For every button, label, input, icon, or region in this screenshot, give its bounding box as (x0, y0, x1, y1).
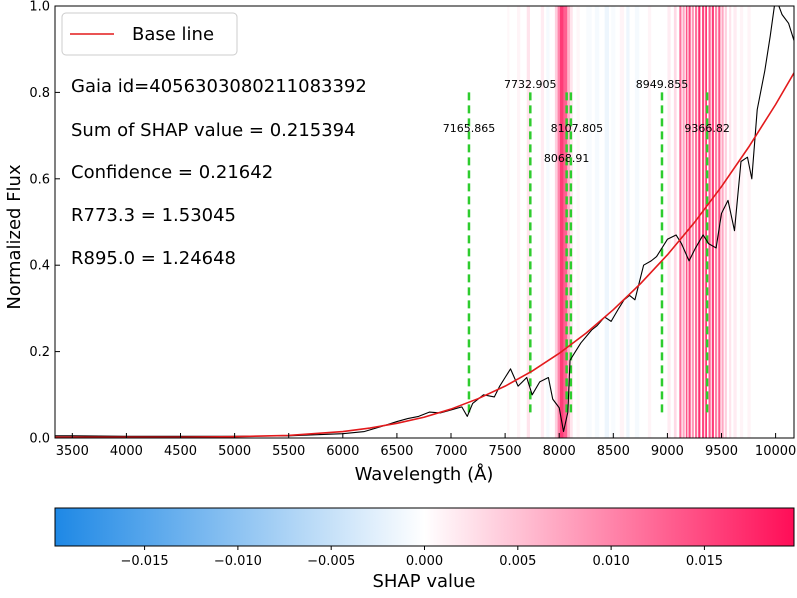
shap-band (604, 6, 609, 438)
x-tick-label: 8000 (543, 444, 576, 459)
marked-wavelength-label: 8068.91 (544, 152, 590, 165)
shap-band (626, 6, 630, 438)
shap-band (611, 6, 616, 438)
y-tick-label: 0.2 (29, 345, 50, 360)
colorbar-tick-label: 0.015 (686, 554, 723, 569)
x-tick-label: 4000 (110, 444, 143, 459)
plot-frame (54, 5, 795, 439)
marked-wavelength-label: 8949.855 (636, 78, 689, 91)
shap-band (563, 6, 568, 438)
shap-band (576, 6, 580, 438)
x-tick-label: 10000 (755, 444, 796, 459)
shap-band (715, 6, 718, 438)
colorbar-tick-label: 0.005 (499, 554, 536, 569)
shap-band (667, 6, 671, 438)
colorbar-tick-label: 0.010 (593, 554, 630, 569)
x-tick-label: 9500 (705, 444, 738, 459)
marked-lines: 7165.865 7732.905 8068.91 8107.805 8949.855 9… (443, 78, 730, 417)
colorbar-tick-label: 0.000 (406, 554, 443, 569)
y-tick-label: 0.0 (29, 432, 50, 447)
y-tick-label: 1.0 (29, 0, 50, 15)
marked-wavelength-label: 7732.905 (504, 78, 557, 91)
x-tick-label: 6000 (326, 444, 359, 459)
shap-band (634, 6, 640, 438)
shap-sum-text: Sum of SHAP value = 0.215394 (71, 120, 356, 141)
shap-band (546, 6, 550, 438)
r773-text: R773.3 = 1.53045 (71, 205, 236, 226)
shap-band (567, 6, 571, 438)
x-tick-label: 7000 (434, 444, 467, 459)
shap-band (739, 6, 744, 438)
y-axis-label: Normalized Flux (4, 164, 25, 310)
colorbar-tick-label: −0.005 (307, 554, 355, 569)
x-tick-label: 5500 (272, 444, 305, 459)
shap-band (698, 6, 701, 438)
legend-box (61, 12, 238, 56)
info-annotations: Gaia id=4056303080211083392 Sum of SHAP … (71, 76, 367, 269)
shap-band (708, 6, 711, 438)
shap-band (554, 6, 558, 438)
x-axis-label: Wavelength (Å) (355, 463, 494, 485)
y-tick-label: 0.6 (29, 172, 50, 187)
shap-band (559, 6, 564, 438)
legend-baseline-label: Base line (132, 24, 214, 45)
shap-band (688, 6, 691, 438)
shap-band (695, 6, 698, 438)
y-axis-ticks: 0.0 0.2 0.4 0.6 0.8 1.0 (29, 0, 60, 447)
shap-band (673, 6, 677, 438)
shap-band (540, 6, 545, 438)
marked-wavelength-label: 9366.82 (684, 122, 730, 135)
shap-band (570, 6, 573, 438)
shap-bands (507, 6, 751, 438)
y-tick-label: 0.4 (29, 259, 50, 274)
shap-band (729, 6, 732, 438)
shap-band (557, 6, 560, 438)
shap-band (647, 6, 652, 438)
x-axis-ticks: 3500 4000 4500 5000 5500 6000 6500 7000 7500 8000… (56, 433, 796, 459)
shap-band (691, 6, 694, 438)
colorbar: −0.015 −0.010 −0.005 0.000 0.005 0.010 0.015 S… (54, 507, 795, 592)
shap-band (705, 6, 707, 438)
shap-band (517, 6, 521, 438)
shap-band (747, 6, 751, 438)
spectrum-line (55, 6, 794, 437)
shap-band (721, 6, 724, 438)
shap-band (507, 6, 510, 438)
shap-band (526, 6, 530, 438)
colorbar-tick-label: −0.015 (121, 554, 169, 569)
shap-band (594, 6, 600, 438)
marked-wavelength-label: 7165.865 (443, 122, 496, 135)
y-tick-label: 0.8 (29, 86, 50, 101)
colorbar-label: SHAP value (372, 571, 475, 592)
shap-band (702, 6, 705, 438)
shap-band (586, 6, 592, 438)
colorbar-gradient (54, 507, 795, 547)
x-tick-label: 5000 (218, 444, 251, 459)
shap-band (679, 6, 682, 438)
gaia-id-text: Gaia id=4056303080211083392 (71, 76, 367, 97)
x-tick-label: 9000 (651, 444, 684, 459)
x-tick-label: 3500 (56, 444, 89, 459)
shap-band (685, 6, 688, 438)
shap-band (724, 6, 727, 438)
baseline-line (55, 72, 794, 438)
shap-band (619, 6, 625, 438)
marked-wavelength-label: 8107.805 (551, 122, 604, 135)
legend: Base line (61, 12, 238, 56)
x-tick-label: 7500 (489, 444, 522, 459)
shap-band (682, 6, 685, 438)
x-tick-label: 4500 (164, 444, 197, 459)
colorbar-ticks: −0.015 −0.010 −0.005 0.000 0.005 0.010 0.015 (121, 546, 723, 569)
series-layer (55, 6, 794, 438)
shap-band (718, 6, 721, 438)
shap-band (711, 6, 714, 438)
r895-text: R895.0 = 1.24648 (71, 248, 236, 269)
x-tick-label: 6500 (380, 444, 413, 459)
confidence-text: Confidence = 0.21642 (71, 162, 273, 183)
x-tick-label: 8500 (597, 444, 630, 459)
colorbar-tick-label: −0.010 (214, 554, 262, 569)
